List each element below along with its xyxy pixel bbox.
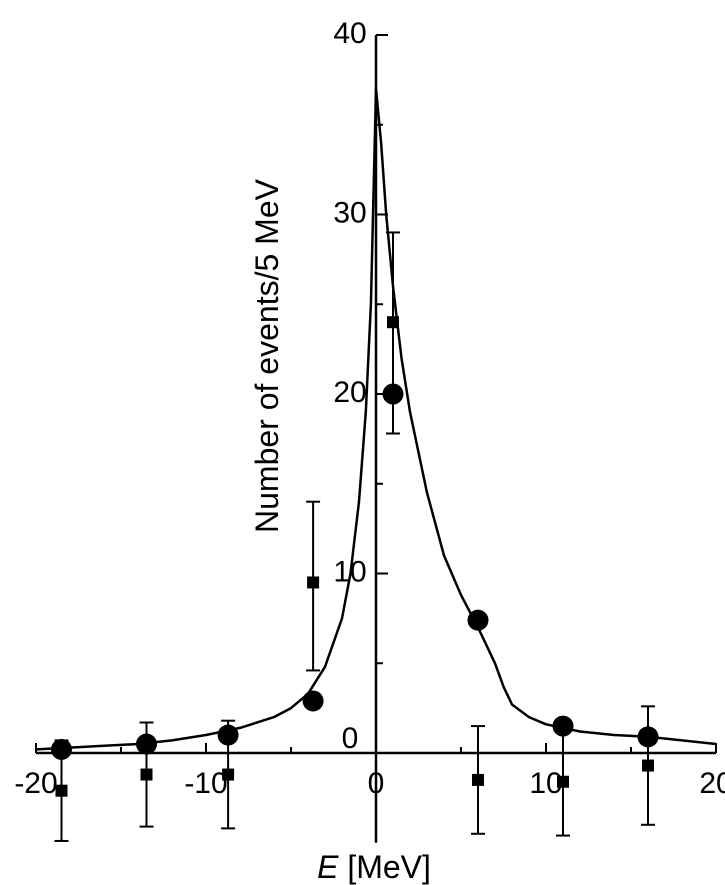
circle-point bbox=[467, 609, 489, 631]
square-point bbox=[222, 768, 235, 781]
x-tick-label: -10 bbox=[184, 767, 227, 800]
square-point bbox=[557, 775, 569, 788]
square-point bbox=[307, 576, 320, 589]
x-axis-unit: [MeV] bbox=[338, 849, 430, 885]
y-zero-label: 0 bbox=[342, 722, 359, 755]
circle-point bbox=[302, 690, 324, 712]
data-marks bbox=[51, 231, 659, 842]
x-tick-label: 0 bbox=[368, 767, 385, 800]
x-tick-label: 20 bbox=[699, 767, 725, 800]
x-tick-label: 10 bbox=[529, 767, 562, 800]
axes bbox=[35, 34, 717, 843]
square-point bbox=[472, 773, 484, 786]
x-axis-title: E [MeV] bbox=[317, 849, 431, 885]
square-point bbox=[642, 759, 654, 772]
y-tick-label: 30 bbox=[333, 197, 366, 230]
y-tick-label: 10 bbox=[333, 556, 366, 589]
y-tick-label: 40 bbox=[333, 17, 366, 50]
circle-point bbox=[552, 715, 574, 737]
x-tick-label: -20 bbox=[14, 767, 57, 800]
x-axis-variable: E bbox=[317, 849, 339, 885]
square-point bbox=[387, 316, 399, 329]
square-point bbox=[55, 784, 68, 797]
y-tick-label: 20 bbox=[333, 376, 366, 409]
y-axis-title: Number of events/5 MeV bbox=[249, 178, 285, 533]
axis-labels: Number of events/5 MeV E [MeV] 0 -20 -10 0… bbox=[14, 17, 725, 885]
square-point bbox=[140, 768, 153, 781]
